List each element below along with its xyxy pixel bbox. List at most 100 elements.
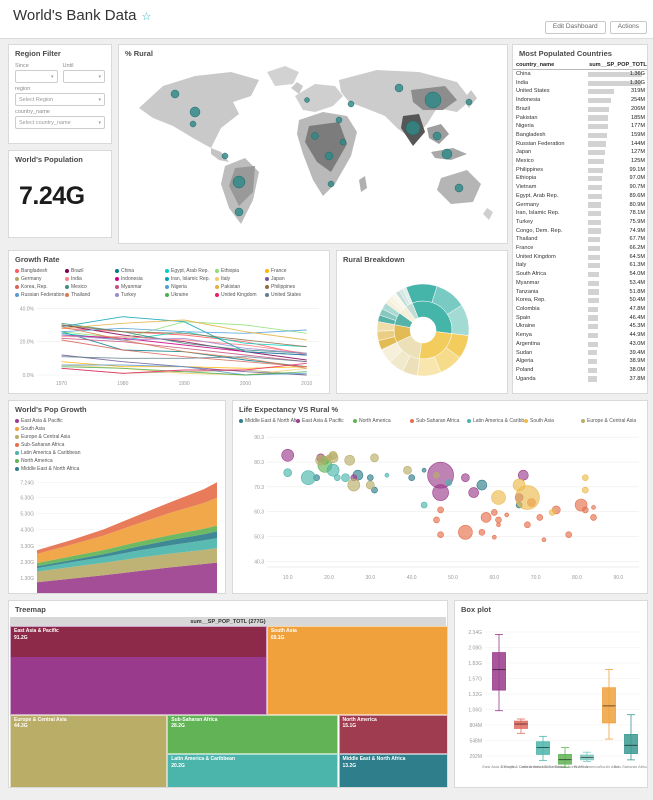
map-bubble[interactable] xyxy=(339,138,347,146)
table-row[interactable]: Congo, Dem. Rep. 74.9M xyxy=(513,227,647,236)
table-row[interactable]: Turkey 75.9M xyxy=(513,218,647,227)
map-bubble[interactable] xyxy=(441,148,453,160)
scatter-bubble[interactable] xyxy=(490,509,498,516)
legend-item[interactable]: Thailand xyxy=(65,291,115,299)
scatter-bubble[interactable] xyxy=(420,501,428,509)
legend-item[interactable]: Russian Federation xyxy=(15,291,65,299)
table-row[interactable]: Brazil 206M xyxy=(513,105,647,114)
table-row[interactable]: Kenya 44.9M xyxy=(513,331,647,340)
treemap-block[interactable]: South Asia 69.1G xyxy=(266,626,447,715)
table-row[interactable]: Russian Federation 144M xyxy=(513,140,647,149)
scatter-bubble[interactable] xyxy=(468,487,479,498)
legend-item[interactable]: Latin America & Caribbean xyxy=(467,417,524,425)
table-row[interactable]: Uganda 37.8M xyxy=(513,375,647,384)
treemap-block[interactable]: East Asia & Pacific 91.2G xyxy=(10,626,267,715)
scatter-bubble[interactable] xyxy=(548,509,556,516)
legend-item[interactable]: Brazil xyxy=(65,267,115,275)
country-name-select[interactable]: Select country_name ▾ xyxy=(15,116,105,129)
line-series[interactable] xyxy=(61,334,307,354)
legend-item[interactable]: Egypt, Arab Rep. xyxy=(165,267,215,275)
table-row[interactable]: Ethiopia 97.0M xyxy=(513,174,647,183)
legend-item[interactable]: Latin America & Caribbean xyxy=(15,449,119,457)
legend-item[interactable]: Philippines xyxy=(265,283,315,291)
legend-item[interactable]: Italy xyxy=(215,275,265,283)
line-series[interactable] xyxy=(61,336,307,354)
scatter-bubble[interactable] xyxy=(344,454,355,466)
legend-item[interactable]: Mexico xyxy=(65,283,115,291)
legend-item[interactable]: United Kingdom xyxy=(215,291,265,299)
scatter-bubble[interactable] xyxy=(403,465,412,475)
map-bubble[interactable] xyxy=(170,89,180,99)
legend-item[interactable]: Bangladesh xyxy=(15,267,65,275)
legend-item[interactable]: Iran, Islamic Rep. xyxy=(165,275,215,283)
table-row[interactable]: Sudan 39.4M xyxy=(513,349,647,358)
scatter-bubble[interactable] xyxy=(491,490,506,505)
legend-item[interactable]: North America xyxy=(353,417,410,425)
table-row[interactable]: Philippines 99.1M xyxy=(513,166,647,175)
scatter-bubble[interactable] xyxy=(437,506,444,514)
legend-item[interactable]: Middle East & North Africa xyxy=(239,417,296,425)
treemap-block[interactable]: Europe & Central Asia 44.3G xyxy=(10,714,168,787)
map-bubble[interactable] xyxy=(232,175,246,189)
actions-button[interactable]: Actions xyxy=(609,21,647,34)
map-bubble[interactable] xyxy=(304,97,310,103)
table-row[interactable]: Spain 46.4M xyxy=(513,314,647,323)
scatter-bubble[interactable] xyxy=(478,529,486,536)
scatter-bubble[interactable] xyxy=(458,525,473,540)
line-series[interactable] xyxy=(61,316,307,356)
legend-item[interactable]: Middle East & North Africa xyxy=(15,465,119,473)
area-series[interactable] xyxy=(37,548,217,583)
since-select[interactable]: ▾ xyxy=(15,70,58,83)
table-row[interactable]: Bangladesh 159M xyxy=(513,131,647,140)
table-row[interactable]: Vietnam 90.7M xyxy=(513,183,647,192)
table-row[interactable]: Mexico 125M xyxy=(513,157,647,166)
legend-item[interactable]: North America xyxy=(15,457,119,465)
map-bubble[interactable] xyxy=(454,183,464,193)
scatter-bubble[interactable] xyxy=(512,478,526,492)
line-series[interactable] xyxy=(61,322,307,354)
scatter-bubble[interactable] xyxy=(515,485,540,510)
scatter-bubble[interactable] xyxy=(301,470,316,486)
treemap-block[interactable]: North America 15.1G xyxy=(338,714,447,755)
table-row[interactable]: Iran, Islamic Rep. 78.1M xyxy=(513,209,647,218)
scatter-bubble[interactable] xyxy=(476,479,488,491)
table-row[interactable]: Indonesia 254M xyxy=(513,96,647,105)
map-bubble[interactable] xyxy=(394,83,404,93)
line-series[interactable] xyxy=(61,362,307,374)
legend-item[interactable]: Germany xyxy=(15,275,65,283)
legend-item[interactable]: India xyxy=(65,275,115,283)
map-bubble[interactable] xyxy=(221,152,229,160)
scatter-bubble[interactable] xyxy=(315,454,326,466)
scatter-bubble[interactable] xyxy=(480,512,492,523)
edit-dashboard-button[interactable]: Edit Dashboard xyxy=(544,21,606,34)
map-bubble[interactable] xyxy=(405,120,421,136)
table-row[interactable]: India 1.30G xyxy=(513,79,647,88)
sunburst-outer-slice[interactable] xyxy=(402,286,413,305)
scatter-bubble[interactable] xyxy=(565,531,573,538)
table-row[interactable]: Nigeria 177M xyxy=(513,122,647,131)
scatter-bubble[interactable] xyxy=(408,474,415,482)
table-row[interactable]: United Kingdom 64.5M xyxy=(513,253,647,262)
map-bubble[interactable] xyxy=(424,91,442,109)
table-row[interactable]: Colombia 47.8M xyxy=(513,305,647,314)
box-plot-box[interactable] xyxy=(536,735,550,761)
table-row[interactable]: South Africa 54.0M xyxy=(513,270,647,279)
scatter-bubble[interactable] xyxy=(591,505,596,510)
map-bubble[interactable] xyxy=(327,180,335,188)
map-bubble[interactable] xyxy=(234,207,244,217)
table-row[interactable]: Thailand 67.7M xyxy=(513,235,647,244)
legend-item[interactable]: Nigeria xyxy=(165,283,215,291)
scatter-bubble[interactable] xyxy=(461,473,470,483)
table-row[interactable]: France 66.2M xyxy=(513,244,647,253)
map-bubble[interactable] xyxy=(311,132,319,140)
scatter-bubble[interactable] xyxy=(347,478,361,492)
line-series[interactable] xyxy=(61,366,307,376)
scatter-bubble[interactable] xyxy=(334,474,341,482)
line-series[interactable] xyxy=(61,319,307,341)
map-bubble[interactable] xyxy=(347,100,355,108)
table-row[interactable]: Japan 127M xyxy=(513,148,647,157)
scatter-bubble[interactable] xyxy=(541,537,547,542)
map-bubble[interactable] xyxy=(189,120,197,128)
map-bubble[interactable] xyxy=(465,98,473,106)
line-series[interactable] xyxy=(61,364,307,376)
